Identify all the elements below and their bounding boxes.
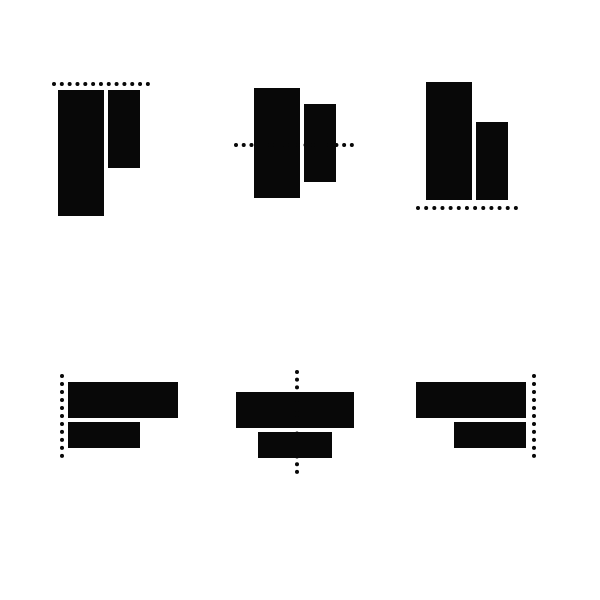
align-center-horizontal-icon [228, 360, 378, 510]
guide-line [532, 374, 536, 458]
bar [416, 382, 526, 418]
guide-line [234, 143, 354, 147]
align-left-icon [48, 360, 198, 510]
bar [454, 422, 526, 448]
bar [476, 122, 508, 200]
align-middle-vertical-icon [228, 78, 378, 228]
bar [58, 90, 104, 216]
align-bottom-icon [408, 78, 558, 228]
guide-line [416, 206, 518, 210]
bar [68, 382, 178, 418]
bar [426, 82, 472, 200]
align-right-icon [408, 360, 558, 510]
guide-line [52, 82, 150, 86]
align-top-icon [48, 78, 198, 228]
alignment-icons-grid [0, 0, 600, 600]
guide-line [60, 374, 64, 458]
guide-line [295, 370, 299, 474]
bar [108, 90, 140, 168]
bar [68, 422, 140, 448]
